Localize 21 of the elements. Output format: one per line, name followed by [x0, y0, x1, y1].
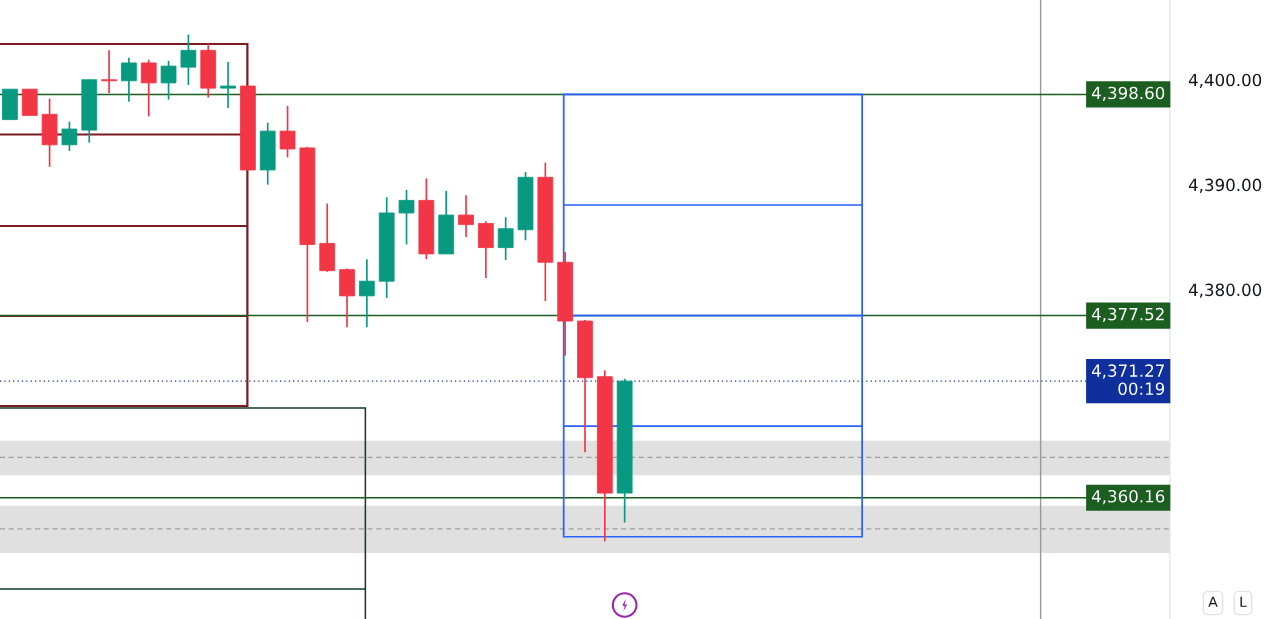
- text: L: [1240, 596, 1247, 607]
- y-tick-label: 4,380.00: [1188, 283, 1262, 298]
- ref-line-label: 4,398.60: [1091, 86, 1165, 101]
- candlestick: [279, 105, 296, 159]
- candlestick: [220, 61, 236, 109]
- candlestick: [160, 60, 177, 101]
- candlestick: [121, 56, 137, 103]
- ref-line-label: 4,371.27 00:19: [1091, 364, 1165, 396]
- text: A: [1208, 596, 1218, 607]
- candlestick: [61, 120, 78, 152]
- ref-line-label: 4,360.16: [1091, 489, 1165, 505]
- y-tick-label: 4,400.00: [1188, 73, 1262, 89]
- y-tick-label: 4,390.00: [1188, 178, 1262, 193]
- candlestick: [180, 33, 197, 86]
- ref-line-label: 4,377.52: [1091, 307, 1164, 323]
- candlestick: [101, 49, 117, 95]
- candlestick: [359, 258, 375, 329]
- candlestick: [497, 216, 514, 262]
- candlestick: [458, 194, 474, 238]
- candlestick: [398, 189, 415, 246]
- candlestick: [140, 58, 157, 118]
